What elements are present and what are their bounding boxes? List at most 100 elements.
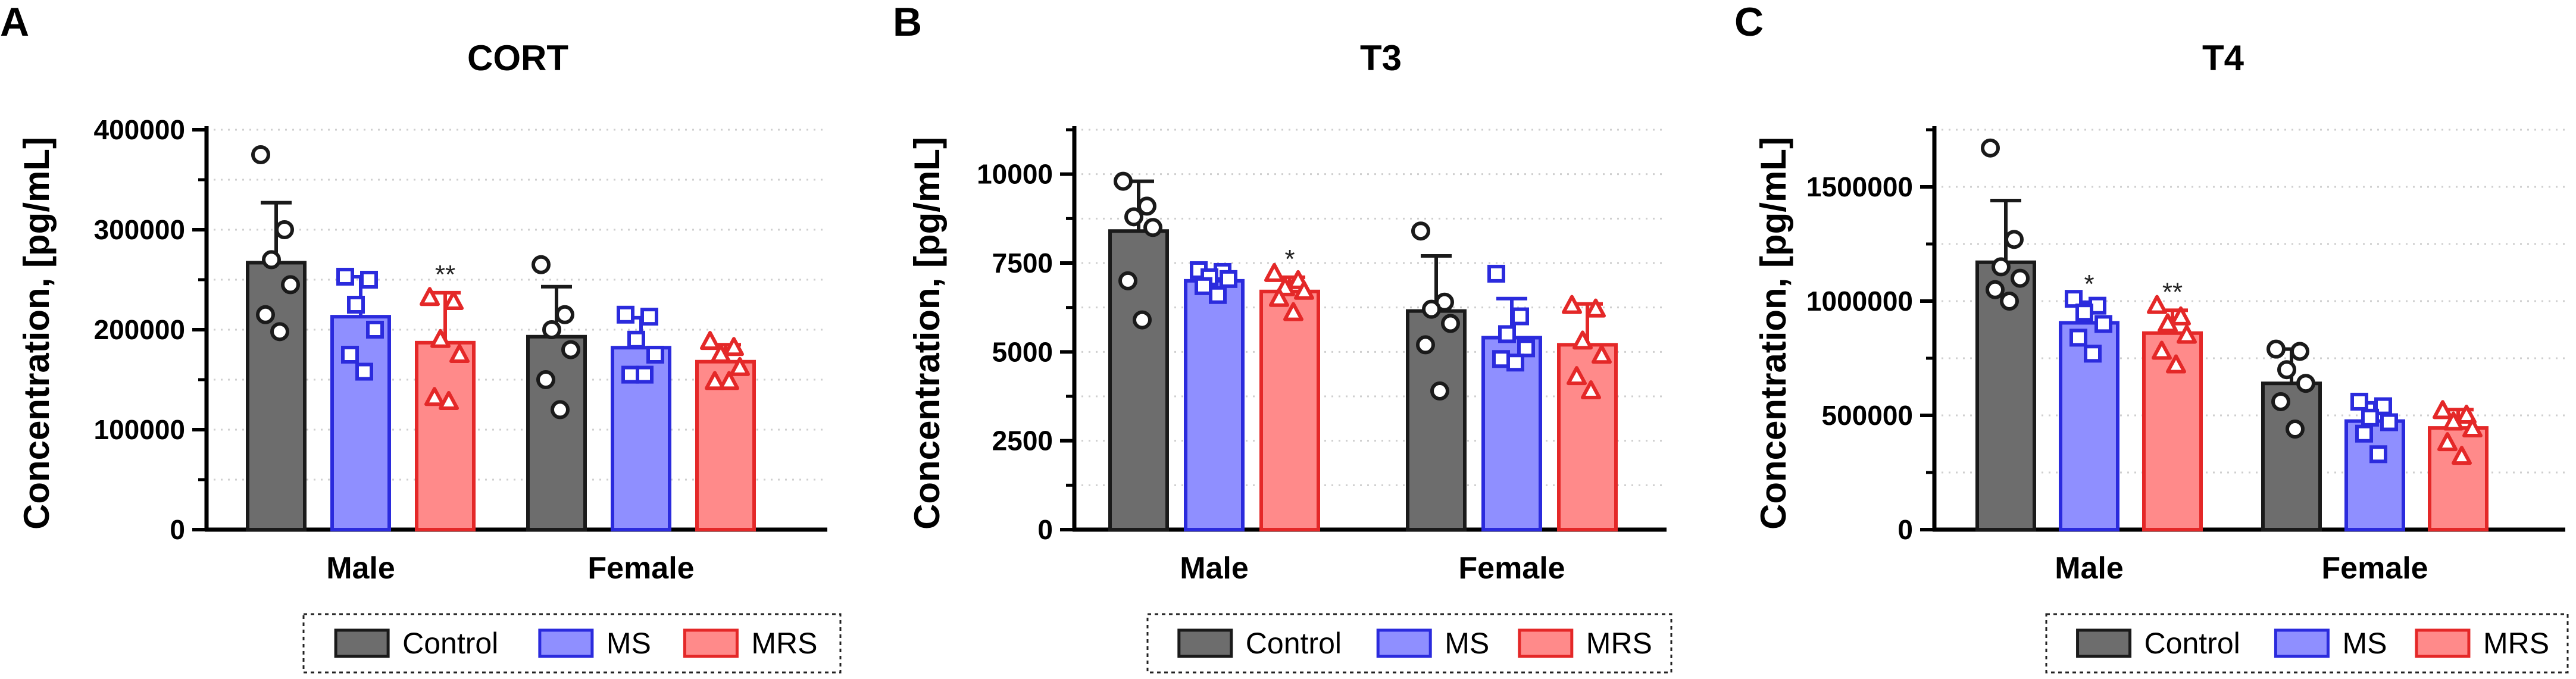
data-point-ms [2350, 392, 2368, 411]
data-point-ms [2361, 408, 2379, 427]
panel-letter: C [1734, 0, 1764, 45]
data-point-control [555, 305, 574, 324]
x-tick-label: Male [1180, 551, 1249, 586]
data-point-ms [366, 321, 384, 339]
legend-frame [2045, 613, 2569, 674]
data-point-ms [2355, 424, 2373, 443]
y-tick-label: 100000 [94, 414, 186, 445]
legend-label-ms: MS [2342, 627, 2387, 660]
data-point-mrs [1592, 345, 1612, 364]
legend: Control MS MRS [1146, 613, 1672, 674]
bar-control-male [246, 261, 307, 531]
data-point-control [2000, 292, 2019, 311]
data-point-control [2005, 230, 2024, 249]
data-point-mrs [1567, 366, 1587, 386]
data-point-mrs [719, 371, 739, 390]
data-point-control [1114, 171, 1133, 191]
data-point-control [1143, 218, 1162, 237]
data-point-mrs [724, 337, 744, 356]
data-point-mrs [2158, 313, 2178, 333]
chart-panel-b: B T3 Concentration, [pg/mL] 0 2500 5000 7500 10… [893, 0, 1672, 674]
legend: Control MS MRS [2045, 613, 2569, 674]
legend-swatch-mrs [683, 628, 739, 658]
data-point-control [2266, 339, 2286, 359]
chart-panel-a: A CORT Concentration, [pg/mL] 0 100000 200000… [0, 0, 842, 674]
legend-frame [1146, 613, 1672, 674]
y-tick-label: 0 [1037, 514, 1053, 545]
data-point-mrs [2462, 418, 2483, 438]
data-point-ms [1220, 270, 1237, 288]
data-point-control [2296, 374, 2315, 393]
data-point-mrs [2177, 324, 2197, 344]
legend-label-mrs: MRS [751, 627, 817, 660]
data-point-ms [636, 365, 654, 384]
data-point-control [2286, 420, 2305, 439]
data-point-control [1137, 196, 1156, 216]
data-point-control [1411, 221, 1430, 241]
data-point-mrs [424, 387, 445, 406]
bar-ms-male [1184, 279, 1245, 531]
data-point-ms [2084, 345, 2102, 363]
data-point-mrs [1573, 330, 1593, 350]
legend-label-control: Control [402, 627, 498, 660]
legend-label-mrs: MRS [1586, 627, 1652, 660]
chart-title: T3 [1360, 38, 1402, 78]
y-tick-label: 200000 [94, 314, 186, 345]
data-point-mrs [1586, 298, 1606, 318]
data-point-ms [1195, 277, 1212, 295]
x-tick-label: Female [1458, 551, 1565, 586]
data-point-control [1430, 381, 1449, 401]
data-point-control [1118, 271, 1137, 290]
chart-title: CORT [467, 38, 568, 78]
data-point-mrs [420, 287, 440, 306]
significance-marker: ** [435, 260, 455, 289]
data-point-mrs [2443, 411, 2464, 431]
x-tick-label: Male [2055, 551, 2124, 586]
data-point-control [1124, 207, 1143, 227]
legend-swatch-control [1177, 628, 1233, 658]
data-point-ms [1511, 307, 1529, 326]
data-point-ms [1498, 325, 1516, 343]
bar-control-female [526, 334, 587, 531]
data-point-mrs [2171, 306, 2191, 326]
data-point-control [551, 400, 570, 420]
data-point-ms [1517, 339, 1535, 358]
significance-marker: * [2084, 270, 2094, 299]
y-axis-label: Concentration, [pg/mL] [1753, 137, 1793, 530]
data-point-mrs [711, 344, 731, 363]
chart-panel-c: C T4 Concentration, [pg/mL] 0 500000 1000000 1… [1734, 0, 2569, 674]
data-point-ms [347, 296, 365, 314]
data-point-control [251, 145, 270, 164]
significance-marker: * [1284, 245, 1295, 274]
data-point-mrs [443, 290, 464, 310]
legend-swatch-mrs [2415, 628, 2471, 658]
x-tick-label: Male [326, 551, 395, 586]
data-point-ms [2069, 328, 2087, 347]
data-point-mrs [2147, 295, 2167, 314]
data-point-mrs [1581, 380, 1601, 400]
legend-swatch-control [334, 628, 390, 658]
legend: Control MS MRS [302, 613, 842, 674]
data-point-ms [617, 305, 634, 324]
data-point-ms [1209, 286, 1227, 304]
legend-label-control: Control [2144, 627, 2240, 660]
data-point-ms [2094, 315, 2112, 333]
data-point-control [2271, 392, 2290, 411]
data-point-control [536, 370, 555, 389]
data-point-mrs [705, 371, 725, 390]
chart-title: T4 [2202, 38, 2244, 78]
y-tick-label: 300000 [94, 214, 186, 245]
data-point-ms [2369, 445, 2387, 464]
data-point-control [561, 340, 580, 359]
legend-swatch-ms [538, 628, 594, 658]
data-point-mrs [1269, 287, 1289, 307]
data-point-mrs [2166, 354, 2186, 374]
data-point-mrs [2456, 405, 2477, 424]
data-point-ms [627, 330, 645, 349]
data-point-ms [2065, 290, 2083, 308]
data-point-control [256, 305, 275, 324]
y-axis-label: Concentration, [pg/mL] [907, 137, 947, 530]
legend-label-mrs: MRS [2483, 627, 2549, 660]
data-point-ms [336, 267, 354, 286]
